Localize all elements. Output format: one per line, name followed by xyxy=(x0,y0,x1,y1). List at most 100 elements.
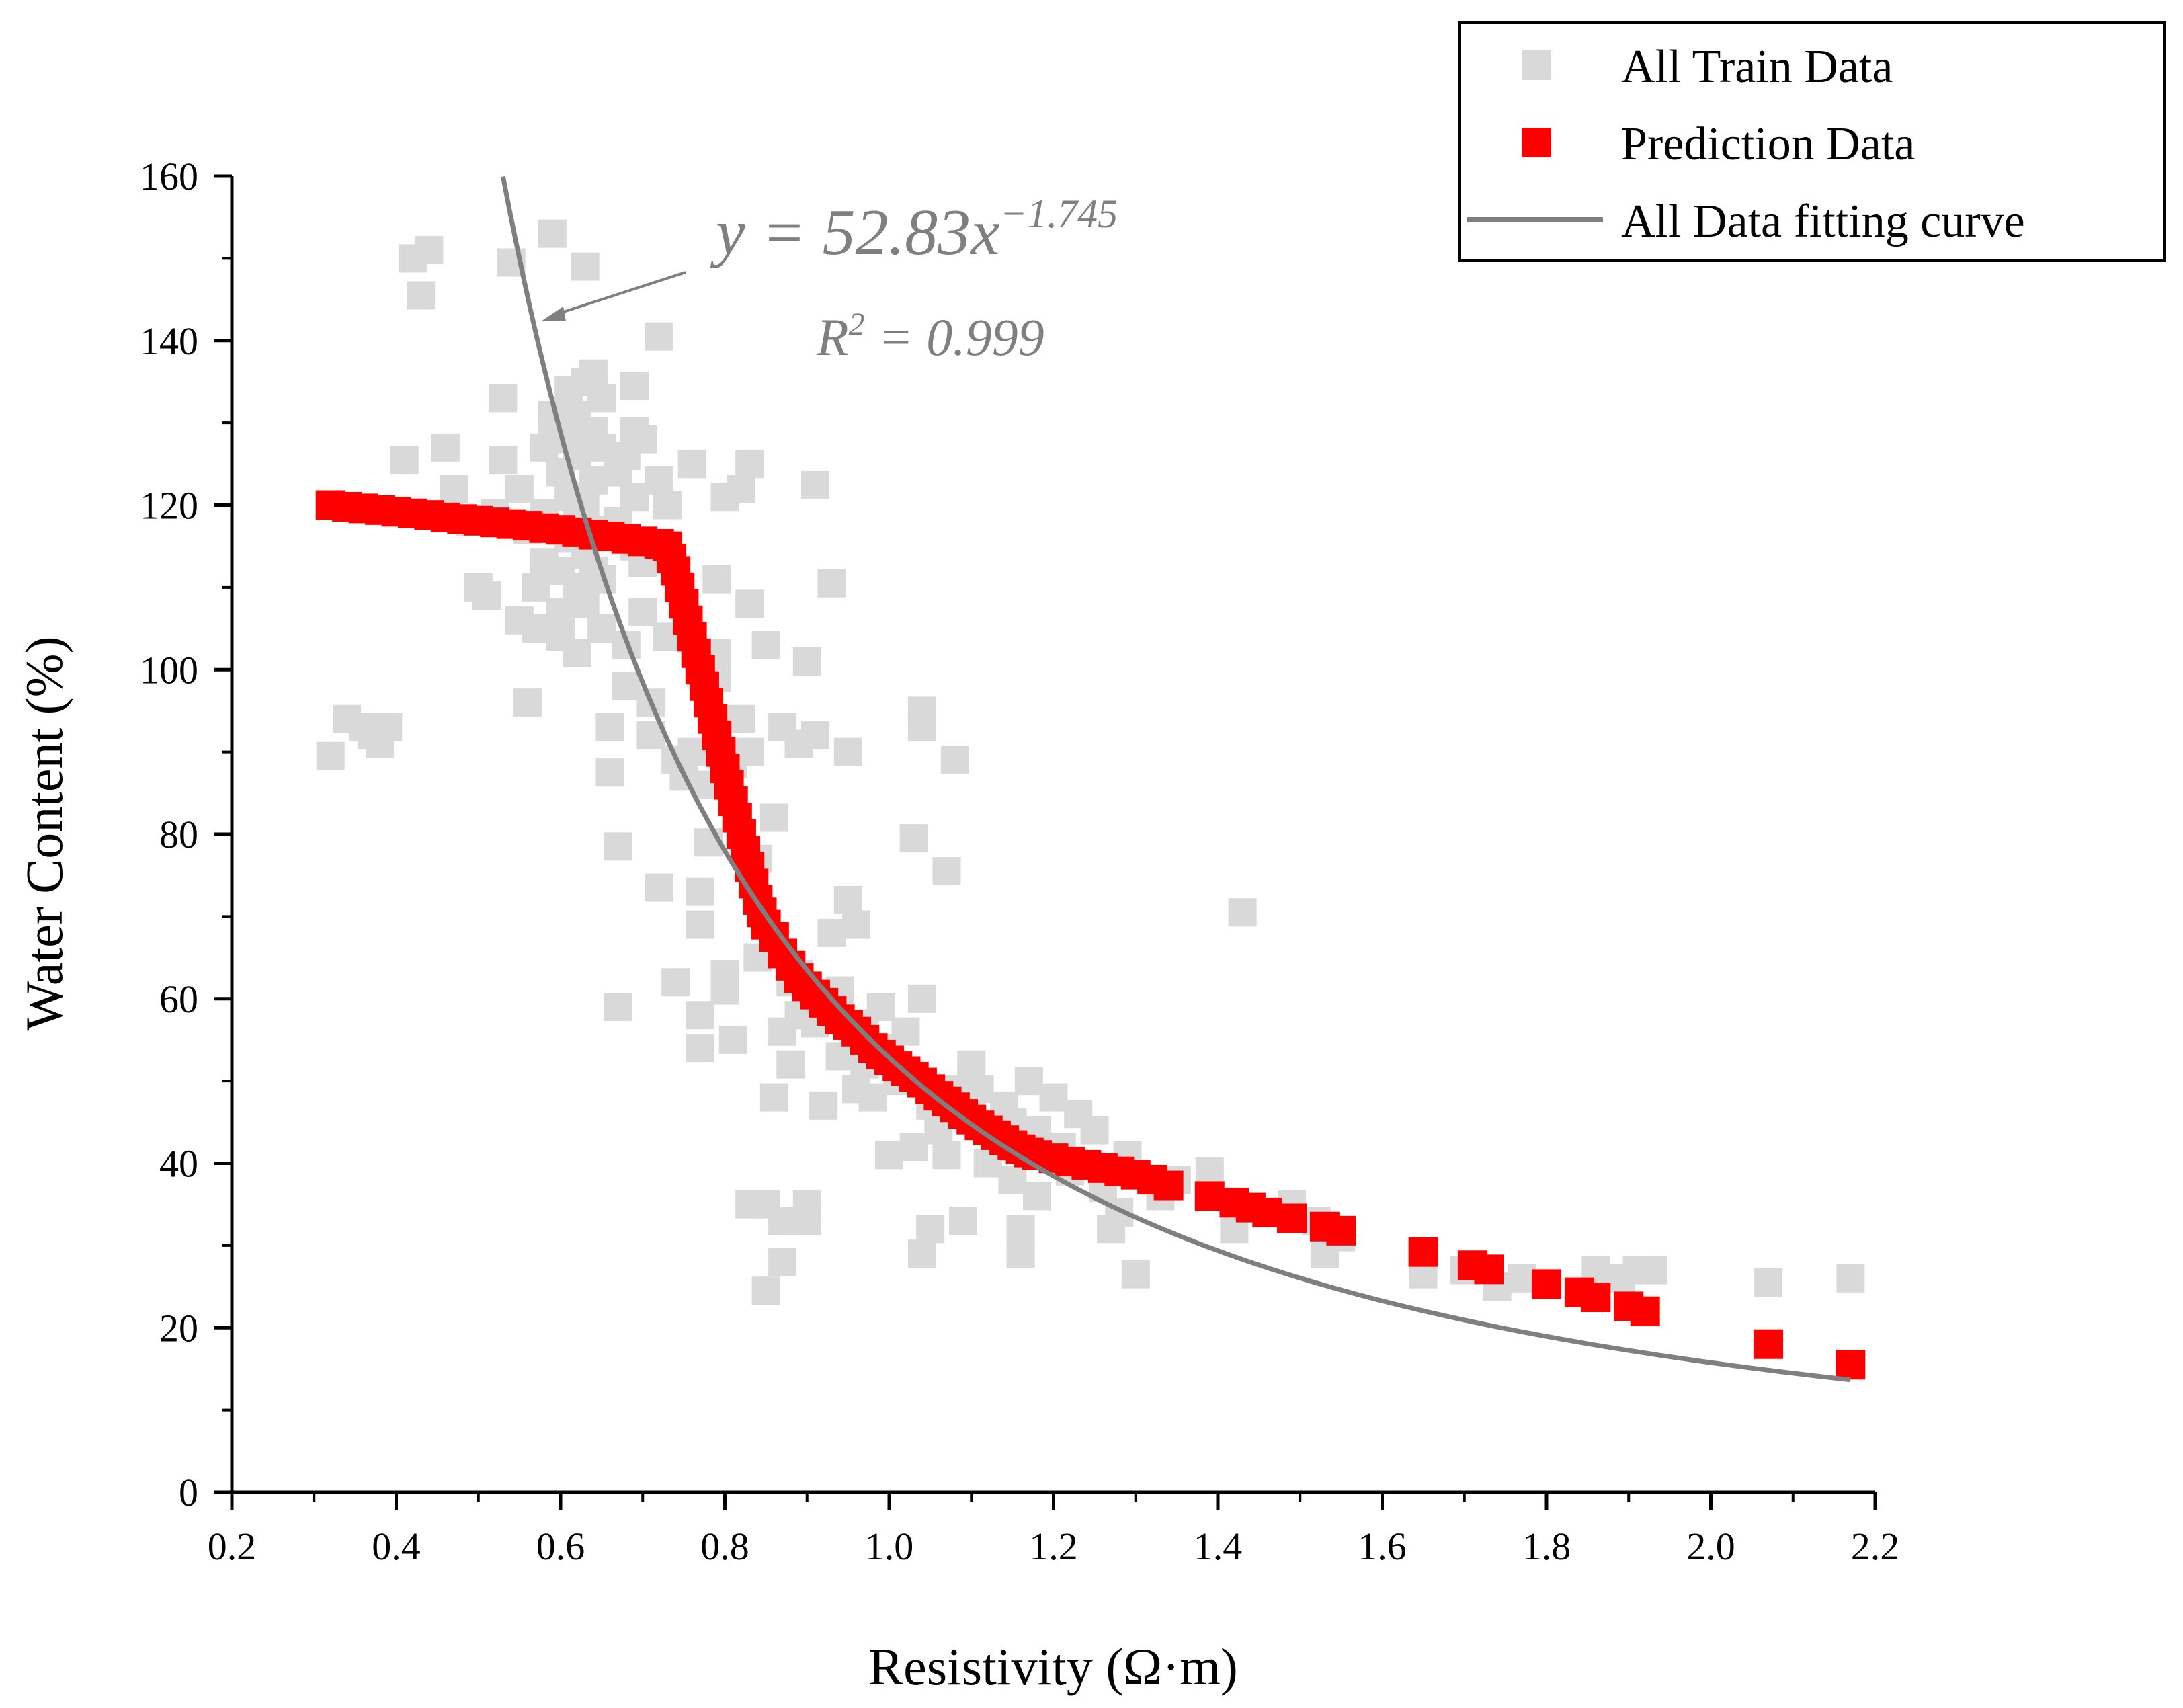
train-data-point xyxy=(612,672,641,700)
train-data-point xyxy=(587,433,616,462)
fitting-curve-series xyxy=(500,176,1851,1383)
train-data-point xyxy=(1080,1116,1109,1145)
train-data-point xyxy=(751,1276,780,1305)
train-data-point xyxy=(759,1083,788,1112)
train-data-point xyxy=(866,992,895,1021)
train-data-point xyxy=(440,475,468,503)
r-squared: R2 = 0.999 xyxy=(816,307,1044,366)
train-data-point xyxy=(776,1050,805,1079)
legend-swatch-prediction xyxy=(1522,128,1551,157)
equation-annotation: y = 52.83x−1.745 R2 = 0.999 xyxy=(541,192,1118,366)
train-data-point xyxy=(374,713,403,741)
fit-equation: y = 52.83x−1.745 xyxy=(710,192,1118,269)
train-data-point xyxy=(571,252,600,281)
train-data-point xyxy=(792,647,821,676)
train-data-point xyxy=(907,984,936,1013)
train-data-point xyxy=(415,236,444,265)
train-data-point xyxy=(645,322,673,351)
train-data-point xyxy=(677,450,706,479)
train-data-point xyxy=(316,741,345,770)
x-axis-title: Resistivity (Ω·m) xyxy=(868,1637,1238,1696)
train-data-point xyxy=(718,1025,747,1054)
prediction-data-point xyxy=(1581,1282,1611,1312)
train-data-point xyxy=(489,384,518,413)
train-data-point xyxy=(965,1075,994,1104)
train-data-point xyxy=(489,446,518,475)
y-tick-label: 160 xyxy=(140,155,198,198)
train-data-point xyxy=(546,598,575,626)
x-tick-label: 0.4 xyxy=(372,1524,421,1568)
train-data-point xyxy=(604,992,632,1021)
train-data-point xyxy=(628,425,657,454)
legend-label-prediction: Prediction Data xyxy=(1621,118,1915,170)
fit-equation-exponent: −1.745 xyxy=(1000,192,1118,236)
prediction-data-point xyxy=(1474,1254,1504,1285)
legend-swatch-train xyxy=(1522,50,1551,80)
train-data-point xyxy=(702,565,731,594)
x-tick-label: 1.4 xyxy=(1194,1524,1243,1568)
prediction-data-point xyxy=(1408,1237,1438,1267)
y-tick-label: 100 xyxy=(140,648,198,692)
train-data-point xyxy=(472,581,501,610)
train-data-point xyxy=(932,857,961,886)
train-data-point xyxy=(751,631,780,659)
train-data-point xyxy=(1039,1083,1068,1112)
train-data-point xyxy=(522,573,550,602)
train-data-point xyxy=(1508,1264,1536,1293)
y-tick-label: 60 xyxy=(159,977,198,1021)
train-data-point xyxy=(899,824,928,853)
train-data-point xyxy=(833,885,862,914)
train-data-point xyxy=(916,1215,945,1244)
train-data-point xyxy=(907,713,936,741)
train-data-point xyxy=(686,877,714,906)
train-data-point xyxy=(431,433,460,462)
train-data-point xyxy=(604,832,632,861)
train-data-point xyxy=(1006,1239,1035,1268)
train-data-point xyxy=(727,475,755,503)
train-data-point xyxy=(677,737,706,766)
x-tick-label: 2.0 xyxy=(1686,1524,1735,1568)
train-data-point xyxy=(809,1091,838,1120)
train-data-point xyxy=(1195,1157,1224,1186)
train-data-point xyxy=(595,758,624,787)
x-tick-label: 0.6 xyxy=(536,1524,585,1568)
annotation-arrow-head xyxy=(541,307,566,321)
train-data-point xyxy=(800,721,829,750)
train-data-point xyxy=(1006,1215,1035,1244)
train-data-point xyxy=(538,219,567,248)
train-data-point xyxy=(735,589,764,618)
train-data-point xyxy=(579,466,608,495)
train-data-point xyxy=(1014,1067,1043,1096)
prediction-data-point xyxy=(1836,1350,1866,1380)
train-data-point xyxy=(579,359,608,388)
train-data-point xyxy=(825,1042,854,1071)
y-tick-label: 80 xyxy=(159,813,198,856)
train-data-point xyxy=(1836,1264,1865,1293)
train-data-point xyxy=(595,713,624,741)
prediction-data-point xyxy=(1532,1269,1561,1299)
train-data-point xyxy=(735,737,764,766)
y-tick-label: 140 xyxy=(140,319,198,363)
prediction-data-point xyxy=(1194,1181,1225,1211)
x-tick-label: 1.8 xyxy=(1522,1524,1571,1568)
train-data-point xyxy=(587,384,616,413)
prediction-data-point xyxy=(1630,1296,1660,1326)
train-data-point xyxy=(735,450,764,479)
fit-equation-lhs: y = 52.83x xyxy=(710,196,1000,269)
legend: All Train Data Prediction Data All Data … xyxy=(1458,21,2166,262)
y-tick-label: 120 xyxy=(140,484,198,528)
train-data-point xyxy=(727,704,755,733)
y-tick-label: 40 xyxy=(159,1142,198,1186)
train-data-point xyxy=(686,1034,714,1063)
axes: 0.2 0.4 0.6 0.8 1.0 1.2 1.4 1.6 1.8 2.0 2.2 0 20 40 6… xyxy=(140,155,1899,1568)
train-data-point xyxy=(1754,1268,1783,1297)
train-data-point xyxy=(571,589,600,618)
x-tick-label: 2.2 xyxy=(1851,1524,1900,1568)
x-tick-label: 1.0 xyxy=(865,1524,914,1568)
train-data-point xyxy=(858,1083,887,1112)
prediction-data-point xyxy=(1754,1329,1784,1359)
train-data-point xyxy=(513,688,542,717)
train-data-point xyxy=(833,737,862,766)
train-data-point xyxy=(710,976,739,1005)
